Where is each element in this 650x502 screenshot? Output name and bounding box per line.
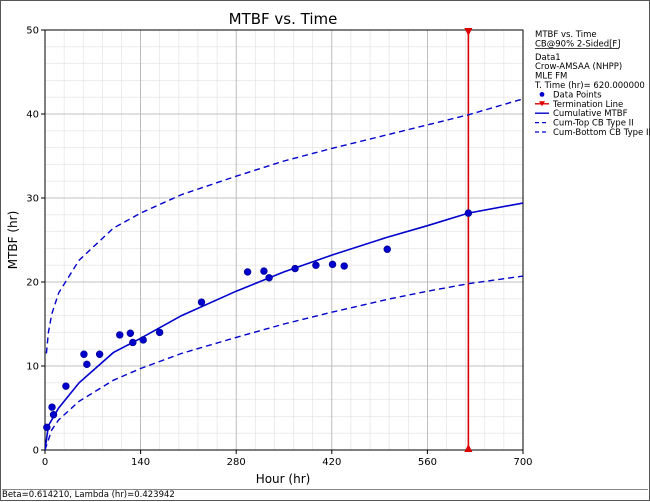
data-point: [43, 423, 51, 432]
y-tick-label: 50: [26, 26, 39, 37]
data-point: [49, 411, 58, 419]
chart-title: MTBF vs. Time: [229, 10, 338, 28]
grid-major: [44, 29, 524, 451]
legend-header-line: Data1: [535, 53, 561, 63]
legend-entry-label: Cum-Bottom CB Type II: [553, 128, 650, 138]
x-tick-label: 0: [42, 457, 48, 468]
y-tick-label: 10: [26, 362, 39, 373]
termination-marker-bottom: [464, 444, 473, 452]
legend-header-line: CB@90% 2-Sided[F]: [535, 39, 621, 49]
data-point: [83, 360, 91, 369]
cum-bottom-cb-type-ii-line: [45, 275, 523, 450]
data-point: [197, 298, 206, 306]
legend-header-line: MLE FM: [535, 72, 567, 82]
legend-entry-label: Cumulative MTBF: [553, 109, 628, 119]
data-point: [48, 403, 56, 411]
y-axis-title: MTBF (hr): [6, 211, 20, 270]
x-tick-label: 700: [513, 457, 532, 468]
legend-entry-label: Cum-Top CB Type II: [553, 119, 634, 129]
data-point: [340, 262, 348, 270]
data-point: [383, 245, 391, 253]
legend-header-line: MTBF vs. Time: [535, 30, 597, 40]
data-point: [260, 267, 268, 275]
x-tick-label: 420: [322, 457, 341, 468]
y-tick-label: 30: [26, 194, 39, 205]
data-point: [139, 336, 147, 344]
data-point: [265, 274, 273, 282]
data-point: [312, 261, 320, 269]
cumulative-mtbf-line: [45, 202, 523, 450]
x-axis-title: Hour (hr): [256, 472, 311, 486]
x-axis-ticks: 0 140 280 420 560 700: [42, 450, 533, 468]
data-point: [62, 382, 70, 390]
data-point: [155, 328, 164, 337]
data-point: [126, 329, 135, 337]
legend-header-line: T. Time (hr)= 620.000000: [534, 81, 645, 91]
status-footer: Beta=0.614210, Lambda (hr)=0.423942: [2, 489, 648, 501]
data-point: [464, 209, 473, 217]
legend-entry-label: Termination Line: [552, 100, 623, 110]
data-point: [95, 350, 104, 358]
legend-entry-label: Data Points: [553, 90, 602, 100]
x-tick-label: 280: [227, 457, 246, 468]
data-point: [328, 260, 337, 269]
cum-top-cb-type-ii-line: [45, 98, 523, 354]
legend-symbol-dot: [539, 92, 545, 97]
legend-header-line: Crow-AMSAA (NHPP): [535, 62, 622, 72]
grid-minor: [44, 29, 524, 451]
termination-marker-top: [464, 28, 473, 36]
series-layer: [43, 28, 523, 452]
data-point: [291, 264, 299, 273]
legend-symbol-termination-marker: [539, 101, 545, 107]
data-point: [243, 268, 252, 276]
plot-border: [44, 29, 524, 451]
y-tick-label: 40: [26, 110, 39, 121]
x-tick-label: 140: [131, 457, 150, 468]
data-point: [116, 331, 124, 339]
y-axis-ticks: 0 10 20 30 40 50: [26, 26, 45, 457]
data-point: [80, 350, 88, 358]
x-tick-label: 560: [418, 457, 437, 468]
data-point: [129, 338, 137, 347]
y-tick-label: 0: [33, 446, 39, 457]
y-tick-label: 20: [26, 278, 39, 289]
